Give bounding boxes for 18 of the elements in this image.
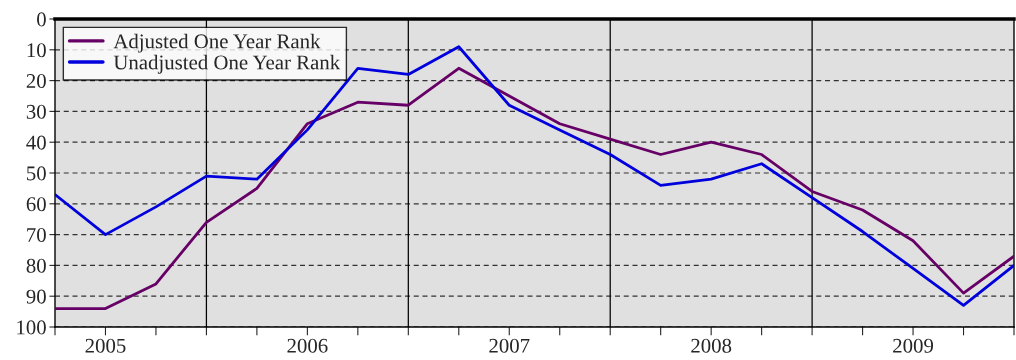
x-tick-label: 2008 xyxy=(691,338,732,353)
y-tick-label: 100 xyxy=(17,320,46,335)
y-tick-label: 80 xyxy=(26,258,46,273)
x-tick-label: 2005 xyxy=(85,338,126,353)
x-tick-label: 2009 xyxy=(893,338,934,353)
y-tick-label: 30 xyxy=(26,104,46,119)
y-tick-label: 90 xyxy=(26,289,46,304)
y-tick-label: 70 xyxy=(27,227,46,243)
legend-label: Unadjusted One Year Rank xyxy=(113,54,341,74)
x-tick-label: 2007 xyxy=(489,338,530,353)
legend-label: Adjusted One Year Rank xyxy=(113,33,321,53)
x-tick-label: 2006 xyxy=(287,338,328,353)
y-tick-label: 0 xyxy=(37,12,46,27)
y-tick-label: 60 xyxy=(26,197,46,212)
y-tick-label: 50 xyxy=(27,166,46,181)
y-tick-label: 20 xyxy=(26,73,46,89)
y-tick-label: 40 xyxy=(26,135,46,150)
y-tick-label: 10 xyxy=(27,43,46,58)
